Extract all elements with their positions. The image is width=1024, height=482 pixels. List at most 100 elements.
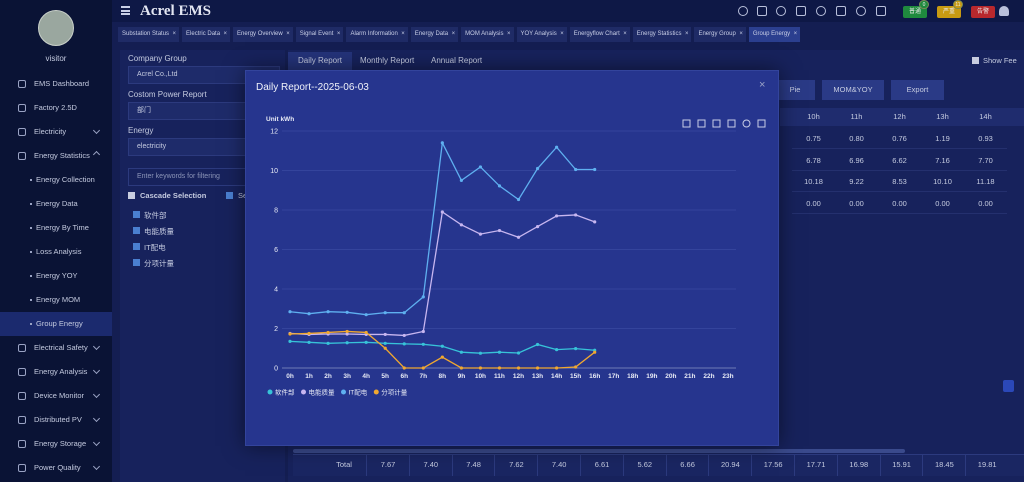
checkbox[interactable] (133, 211, 140, 218)
tab-close[interactable]: × (401, 31, 405, 37)
side-tool[interactable] (1003, 380, 1014, 392)
alarm-badge[interactable]: 普通 (903, 6, 927, 18)
tab-close[interactable]: × (793, 31, 798, 37)
toolbox-icon (742, 119, 751, 128)
checkbox[interactable] (133, 243, 140, 250)
y-tick-label: 8 (274, 208, 278, 215)
menu-item[interactable]: Factory 2.5D (34, 103, 77, 112)
tab[interactable]: Energy Statistics × (632, 27, 692, 42)
tab-close[interactable]: × (223, 31, 228, 37)
menu-item[interactable]: Energy Storage (34, 439, 87, 448)
tab[interactable]: Electric Data × (182, 27, 231, 42)
total-cell: 16.98 (836, 454, 880, 476)
tab[interactable]: Substation Status × (118, 27, 180, 42)
menu-icon[interactable] (121, 6, 130, 15)
action-button[interactable]: Pie (775, 80, 815, 100)
table-cell: 0.00 (921, 193, 964, 214)
tab[interactable]: YOY Analysis × (516, 27, 567, 42)
tab-close[interactable]: × (172, 31, 177, 37)
x-tick-label: 1h (305, 373, 313, 380)
data-point (383, 341, 387, 345)
tab[interactable]: Alarm Information × (346, 27, 408, 42)
tab[interactable]: MOM Analysis × (461, 27, 514, 42)
alarm-badge[interactable]: 严重 (937, 6, 961, 18)
menu-item[interactable]: Device Monitor (34, 391, 85, 400)
tab[interactable]: Group Energy × (748, 27, 801, 42)
total-cell: 17.56 (751, 454, 794, 476)
data-point (497, 184, 502, 188)
action-button[interactable]: Export (891, 80, 944, 100)
menu-item[interactable]: Energy Analysis (34, 367, 88, 376)
x-tick-label: 10h (475, 373, 486, 380)
data-point (421, 342, 425, 346)
tab[interactable]: Energy Group × (694, 27, 746, 42)
submenu-item[interactable]: Energy Data (36, 199, 78, 208)
tree-item[interactable]: IT配电 (144, 243, 166, 252)
header-icon[interactable] (836, 6, 846, 16)
header-icon[interactable] (738, 6, 748, 16)
data-point (364, 340, 368, 344)
menu-item[interactable]: Electricity (34, 127, 67, 136)
modal-close[interactable]: × (759, 79, 766, 91)
submenu-item[interactable]: Group Energy (36, 319, 83, 328)
badge-count: 11 (953, 0, 963, 9)
tab-close[interactable]: × (684, 31, 689, 37)
data-point (535, 342, 540, 347)
tab-close[interactable]: × (739, 31, 743, 37)
legend-label: 电能质量 (309, 388, 336, 397)
tab-close[interactable]: × (506, 31, 511, 37)
header-icon[interactable] (816, 6, 826, 16)
select-input[interactable]: electricity (128, 138, 280, 156)
y-tick-label: 0 (274, 366, 278, 373)
header-icon[interactable] (856, 6, 866, 16)
tab[interactable]: Signal Event × (295, 27, 344, 42)
table-cell: 0.00 (792, 193, 835, 214)
data-point (383, 311, 387, 315)
tab-close[interactable]: × (560, 31, 564, 37)
data-point (555, 366, 559, 370)
x-tick-label: 23h (722, 373, 733, 380)
report-tab[interactable]: Daily Report (288, 52, 353, 70)
badge-count: 0 (919, 0, 929, 9)
total-cell: 7.40 (408, 454, 452, 476)
user-icon[interactable] (999, 6, 1009, 16)
submenu-item[interactable]: Energy By Time (36, 223, 89, 232)
checkbox[interactable] (133, 259, 140, 266)
submenu-item[interactable]: Energy MOM (36, 295, 81, 304)
table-cell: 0.93 (964, 128, 1007, 149)
menu-item[interactable]: Electrical Safety (34, 343, 88, 352)
tree-item[interactable]: 电能质量 (144, 227, 174, 236)
checkbox[interactable] (133, 227, 140, 234)
menu-item[interactable]: EMS Dashboard (34, 79, 90, 88)
report-tab[interactable]: Monthly Report (360, 56, 415, 65)
tree-item[interactable]: 软件部 (144, 211, 167, 220)
tab-close[interactable]: × (451, 31, 456, 37)
data-point (440, 355, 444, 359)
tab[interactable]: Energyflow Chart × (569, 27, 630, 42)
submenu-item[interactable]: Energy YOY (36, 271, 78, 280)
tab[interactable]: Energy Data × (410, 27, 459, 42)
data-point (574, 347, 578, 351)
action-button[interactable]: MOM&YOY (822, 80, 884, 100)
menu-item[interactable]: Energy Statistics (34, 151, 90, 160)
tree-item[interactable]: 分项计量 (144, 259, 174, 268)
data-point (345, 332, 349, 336)
alarm-badge[interactable]: 告警 (971, 6, 995, 18)
submenu-item[interactable]: Energy Collection (36, 175, 95, 184)
header-icon[interactable] (757, 6, 767, 16)
tab[interactable]: Energy Overview × (233, 27, 293, 42)
menu-item[interactable]: Distributed PV (34, 415, 82, 424)
menu-item[interactable]: Power Quality (34, 463, 81, 472)
column-header: 14h (979, 112, 992, 121)
header-icon[interactable] (796, 6, 806, 16)
tab-close[interactable]: × (623, 31, 627, 37)
header-icon[interactable] (876, 6, 886, 16)
tab-close[interactable]: × (336, 31, 341, 37)
header-icon[interactable] (776, 6, 786, 16)
x-tick-label: 18h (627, 373, 638, 380)
total-cell: 20.94 (708, 454, 751, 476)
submenu-item[interactable]: Loss Analysis (36, 247, 82, 256)
report-tab[interactable]: Annual Report (431, 56, 483, 65)
tab-close[interactable]: × (286, 31, 290, 37)
checkbox[interactable] (972, 57, 979, 64)
